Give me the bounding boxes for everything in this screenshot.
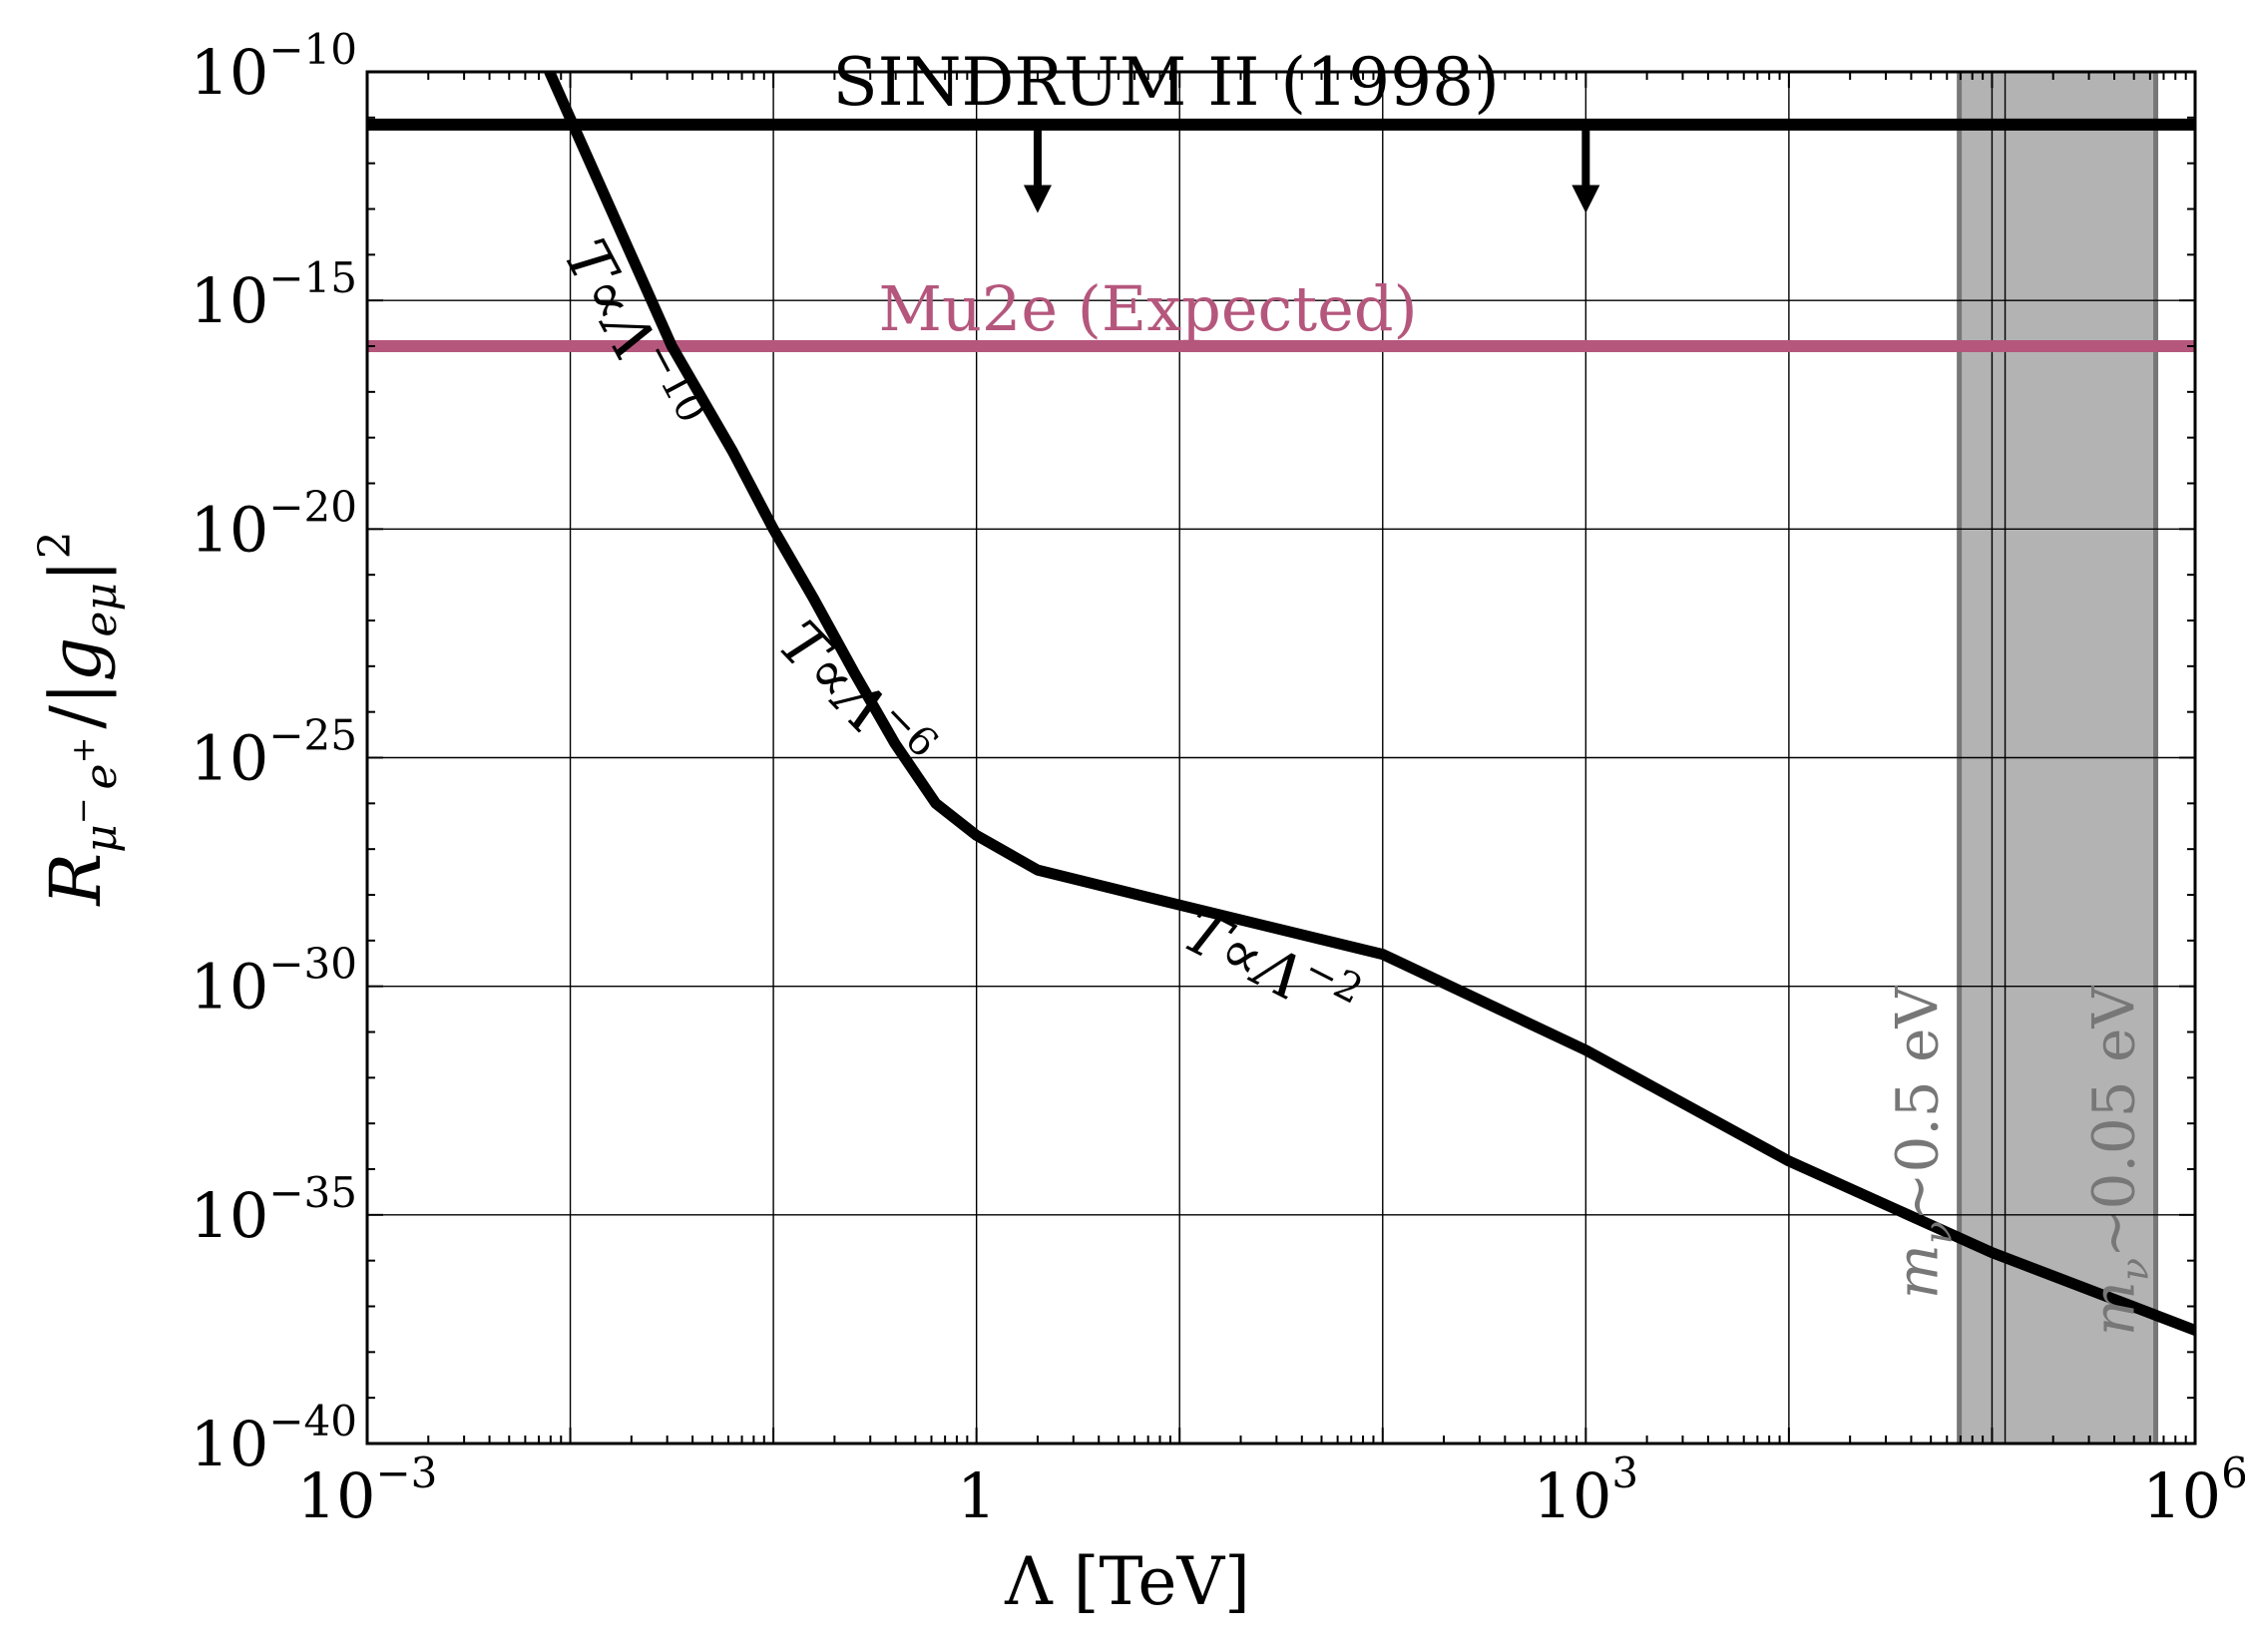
y-axis-label: Rμ−e+/|geμ|2 bbox=[30, 531, 127, 907]
x-axis-label: Λ [TeV] bbox=[1004, 1543, 1250, 1620]
tick-layer: 10−3 1 103 106 10−10 10−15 10−20 10−25 10−30 10−3… bbox=[190, 25, 2245, 1532]
x-tick-label: 10−3 bbox=[297, 1448, 438, 1532]
y-tick-label: 10−20 bbox=[190, 482, 357, 566]
y-tick-label: 10−30 bbox=[190, 940, 357, 1024]
neutrino-mass-label: mν∼0.05 eV bbox=[2080, 986, 2157, 1337]
x-tick-label: 103 bbox=[1534, 1448, 1639, 1532]
series-layer bbox=[544, 72, 2195, 1336]
sindrum-label: SINDRUM II (1998) bbox=[832, 44, 1499, 121]
mu2e-label: Mu2e (Expected) bbox=[878, 272, 1417, 345]
y-tick-label: 10−10 bbox=[190, 25, 357, 109]
limit-arrow-head bbox=[1572, 185, 1600, 213]
y-tick-label: 10−35 bbox=[190, 1168, 357, 1252]
y-tick-label: 10−25 bbox=[190, 711, 357, 795]
x-tick-label: 1 bbox=[957, 1459, 996, 1532]
x-tick-label: 106 bbox=[2142, 1448, 2245, 1532]
y-tick-label: 10−15 bbox=[190, 253, 357, 337]
grid-layer bbox=[367, 72, 2195, 1444]
neutrino-mass-label: mν∼0.5 eV bbox=[1884, 986, 1961, 1300]
limit-arrow-head bbox=[1023, 185, 1052, 213]
y-tick-label: 10−40 bbox=[190, 1397, 357, 1480]
rate-curve bbox=[544, 72, 2195, 1336]
